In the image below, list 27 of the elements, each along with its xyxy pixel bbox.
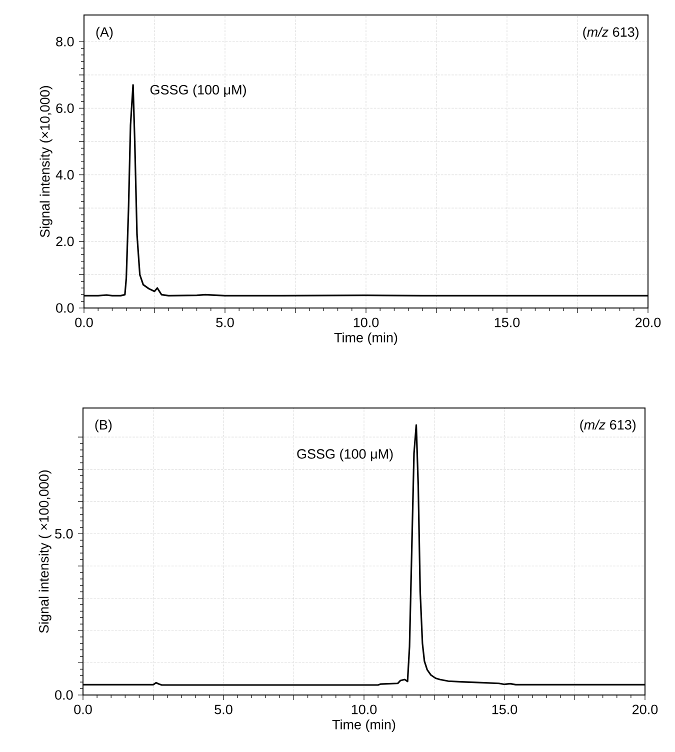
x-tick-label: 0.0 xyxy=(74,704,92,714)
x-tick-label: 10.0 xyxy=(352,704,377,714)
y-axis-title: Signal intensity ( ×100,000) xyxy=(38,470,52,633)
y-tick-label: 6.0 xyxy=(56,103,74,113)
x-tick-label: 15.0 xyxy=(494,318,520,328)
x-tick-label: 0.0 xyxy=(75,318,93,328)
annotation: (m/z 613) xyxy=(580,420,636,432)
annotation: (m/z 613) xyxy=(583,26,638,40)
y-tick-label: 0.0 xyxy=(55,690,73,700)
annotation: GSSG (100 μM) xyxy=(297,448,393,462)
y-tick-label: 4.0 xyxy=(56,170,74,180)
y-axis-title: Signal intensity (×10,000) xyxy=(40,86,52,238)
y-tick-label: 2.0 xyxy=(56,236,74,246)
annotation: (B) xyxy=(95,420,112,432)
x-tick-label: 5.0 xyxy=(214,704,232,714)
x-axis-title: Time (min) xyxy=(332,719,396,732)
x-tick-label: 20.0 xyxy=(636,318,661,328)
x-tick-label: 15.0 xyxy=(492,704,518,714)
x-tick-label: 5.0 xyxy=(216,318,234,328)
x-tick-label: 20.0 xyxy=(632,704,658,714)
y-tick-label: 8.0 xyxy=(56,36,74,46)
x-tick-label: 10.0 xyxy=(354,318,379,328)
y-tick-label: 0.0 xyxy=(56,303,74,313)
y-tick-label: 5.0 xyxy=(55,528,73,539)
annotation: GSSG (100 μM) xyxy=(150,84,246,98)
x-axis-title: Time (min) xyxy=(334,332,398,346)
annotation: (A) xyxy=(96,26,113,40)
